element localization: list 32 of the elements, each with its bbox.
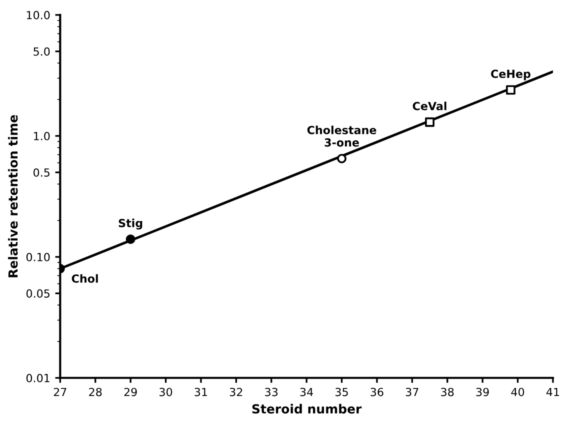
y-tick-label: 1.0 [34,132,50,140]
annotation: CeVal [412,102,446,110]
x-tick-label: 29 [124,388,137,396]
y-tick-label: 5.0 [34,47,50,56]
y-tick-label: 10.0 [26,10,50,20]
x-tick-label: 30 [160,388,172,396]
x-tick-label: 38 [441,388,454,396]
x-tick-label: 33 [265,388,278,396]
x-tick-label: 28 [89,388,102,396]
x-tick-label: 36 [370,388,384,396]
x-tick-label: 39 [476,388,489,396]
annotation: Chol [72,274,98,283]
point [506,85,516,95]
x-tick-label: 31 [194,388,207,396]
x-tick-label: 27 [54,388,66,396]
y-tick-label: 0.5 [34,168,50,177]
x-axis-title: Steroid number [252,404,362,414]
y-tick-label: 0.10 [26,252,50,262]
x-tick-label: 40 [511,388,524,396]
x-tick-label: 41 [546,388,559,396]
x-tick-label: 37 [406,388,418,396]
annotation: Cholestane 3-one [307,126,376,147]
annotation: CeHep [491,70,530,80]
y-tick-label: 0.05 [26,289,50,298]
x-tick-label: 34 [300,388,313,396]
y-axis-title: Relative retention time [8,115,18,278]
point [425,117,434,127]
x-tick-label: 35 [336,388,348,396]
point [337,154,346,164]
annotation: Stig [118,218,142,230]
y-tick-label: 0.01 [26,374,50,382]
x-tick-label: 32 [230,388,242,396]
